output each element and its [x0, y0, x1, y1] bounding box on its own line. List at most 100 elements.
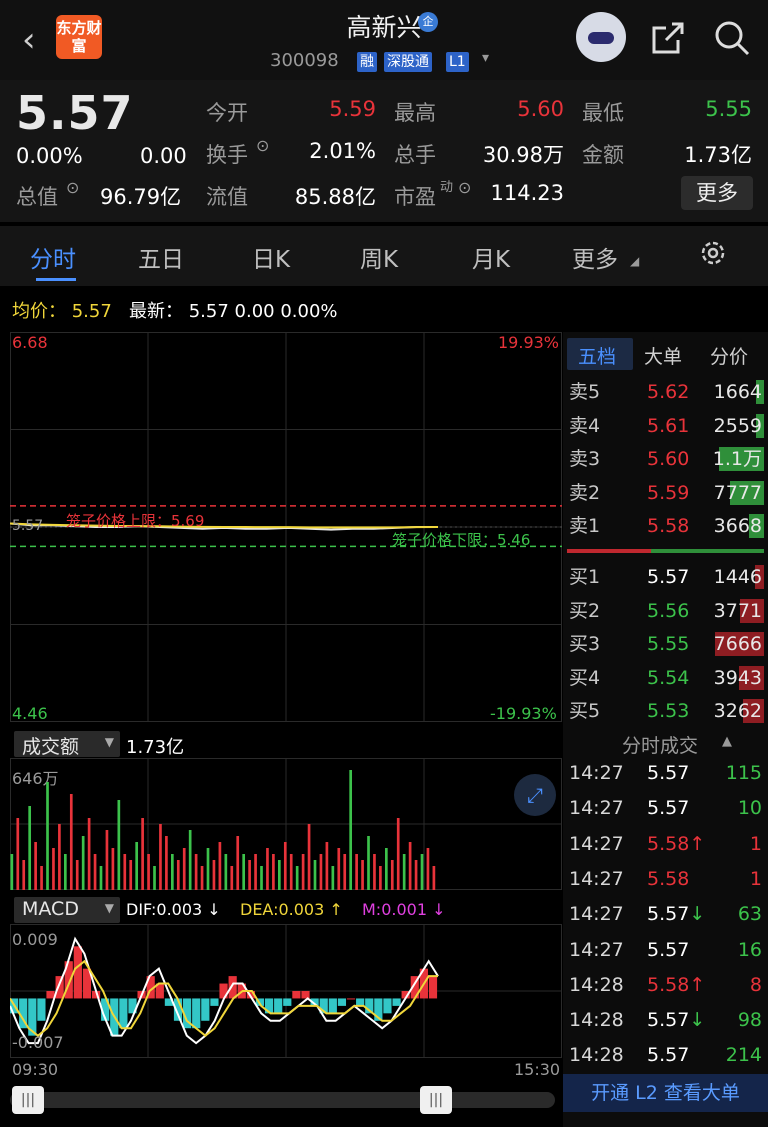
l2-upgrade-button[interactable]: 开通 L2 查看大单 [563, 1074, 768, 1112]
macd-title: MACD [22, 898, 79, 920]
volume-bar [278, 860, 281, 890]
volume-chart[interactable] [10, 758, 562, 890]
volume-value: 30.98万 [482, 143, 564, 167]
scroll-handle-right[interactable]: ||| [420, 1086, 452, 1114]
intraday-price-chart[interactable] [10, 332, 562, 722]
tab-monthly-k[interactable]: 月K [472, 247, 511, 273]
macd-histogram-bar [228, 976, 237, 999]
bid-row[interactable]: 买3 5.55 7666 [563, 628, 768, 660]
trade-row: 14:28 5.57↓ 98 [563, 1003, 768, 1038]
trade-volume: 1 [749, 867, 762, 890]
volume-bar [402, 854, 406, 890]
gear-icon[interactable] [698, 238, 728, 268]
trade-price: 5.58 [647, 867, 690, 890]
trades-collapse-icon[interactable]: ▲ [722, 734, 732, 749]
trade-price: 5.57 [647, 938, 690, 961]
macd-histogram-bar [91, 991, 101, 999]
pct-axis-bottom: -19.93% [490, 704, 557, 723]
volume-bar [248, 860, 251, 890]
bid-label: 买2 [569, 599, 601, 622]
volume-bar [272, 854, 275, 890]
trade-direction-icon: ↑ [689, 973, 706, 996]
tab-daily-k[interactable]: 日K [252, 247, 291, 273]
trade-volume: 16 [737, 938, 762, 961]
tab-intraday[interactable]: 分时 [30, 247, 76, 273]
search-icon[interactable] [712, 18, 752, 58]
time-range-scrollbar[interactable] [10, 1092, 555, 1108]
ask-volume: 1664 [713, 381, 762, 403]
upper-cage-label: 笼子价格上限：5.69 [66, 512, 205, 530]
tab-weekly-k[interactable]: 周K [360, 247, 399, 273]
trade-time: 14:27 [569, 938, 624, 961]
volume-bar [426, 848, 430, 890]
tab-big-orders[interactable]: 大单 [644, 346, 683, 368]
trade-price: 5.58 [647, 973, 690, 996]
bid-volume: 3943 [713, 666, 762, 689]
macd-histogram-bar [210, 998, 219, 1006]
macd-histogram-bar [155, 983, 164, 999]
macd-histogram-bar [410, 976, 419, 999]
volume-bar [153, 866, 156, 890]
trade-row: 14:27 5.58↑ 1 [563, 827, 768, 862]
volume-bar [16, 818, 20, 890]
turnover-info-icon[interactable]: ⊙ [256, 136, 270, 155]
tab-five-day[interactable]: 五日 [138, 247, 184, 273]
bid-price: 5.56 [647, 599, 690, 622]
ask-price: 5.58 [647, 515, 690, 537]
low-label: 最低 [582, 101, 624, 125]
bid-row[interactable]: 买1 5.57 1446 [563, 561, 768, 593]
info-icon[interactable]: ⊙ [66, 178, 80, 197]
more-button[interactable]: 更多 [681, 176, 753, 210]
macd-histogram-bar [356, 998, 365, 1006]
bid-price: 5.57 [647, 566, 690, 588]
bid-row[interactable]: 买5 5.53 3262 [563, 695, 768, 727]
ask-row[interactable]: 卖4 5.61 2559 [563, 410, 768, 442]
volume-bar [325, 842, 329, 890]
tab-price-dist[interactable]: 分价 [710, 346, 749, 368]
tab-order-book[interactable]: 五档 [578, 346, 617, 368]
macd-histogram-bar [374, 998, 383, 1021]
share-icon[interactable] [650, 20, 686, 56]
trade-time: 14:27 [569, 762, 624, 784]
trade-time: 14:27 [569, 832, 624, 855]
open-label: 今开 [206, 101, 248, 125]
macd-histogram-bar [246, 991, 255, 999]
volume-bar [10, 854, 14, 890]
bid-label: 买3 [569, 633, 601, 655]
volume-bar [200, 866, 204, 890]
volume-bar [385, 848, 388, 890]
ask-volume-bar [756, 413, 764, 438]
volume-bar [87, 818, 91, 890]
current-price: 5.57 [16, 86, 134, 140]
volume-bar [266, 848, 269, 890]
tag-dropdown-icon[interactable]: ▾ [482, 50, 490, 66]
trade-row: 14:27 5.58 1 [563, 862, 768, 897]
volume-selector[interactable]: 成交额 ▼ [14, 731, 120, 758]
price-axis-top: 6.68 [12, 333, 48, 352]
scroll-handle-left[interactable]: ||| [12, 1086, 44, 1114]
indicator-selector[interactable]: MACD ▼ [14, 897, 120, 923]
macd-chart[interactable] [10, 924, 562, 1058]
volume-bar [28, 806, 32, 890]
trade-direction-icon: ↓ [689, 903, 706, 926]
ask-row[interactable]: 卖5 5.62 1664 [563, 376, 768, 408]
trade-row: 14:27 5.57 16 [563, 933, 768, 968]
back-icon[interactable]: ‹ [22, 20, 36, 60]
tab-more[interactable]: 更多 [572, 247, 618, 273]
expand-icon[interactable]: ⤢ [514, 774, 556, 816]
ask-row[interactable]: 卖1 5.58 3668 [563, 510, 768, 542]
ask-volume: 7777 [713, 481, 762, 504]
macd-axis-bottom: -0.007 [12, 1033, 64, 1052]
price-axis-bottom: 4.46 [12, 704, 48, 723]
macd-dropdown-icon: ▼ [104, 901, 114, 915]
ask-row[interactable]: 卖2 5.59 7777 [563, 477, 768, 509]
bid-row[interactable]: 买4 5.54 3943 [563, 662, 768, 694]
low-value: 5.55 [705, 97, 752, 121]
volume-bar [390, 860, 394, 890]
bid-row[interactable]: 买2 5.56 3771 [563, 595, 768, 627]
ask-row[interactable]: 卖3 5.60 1.1万 [563, 443, 768, 475]
latest-change-pct: 0.00% [280, 301, 338, 322]
pe-info-icon[interactable]: ⊙ [458, 178, 472, 197]
volume-bar [242, 854, 246, 890]
tag-level[interactable]: L1 [446, 52, 469, 72]
